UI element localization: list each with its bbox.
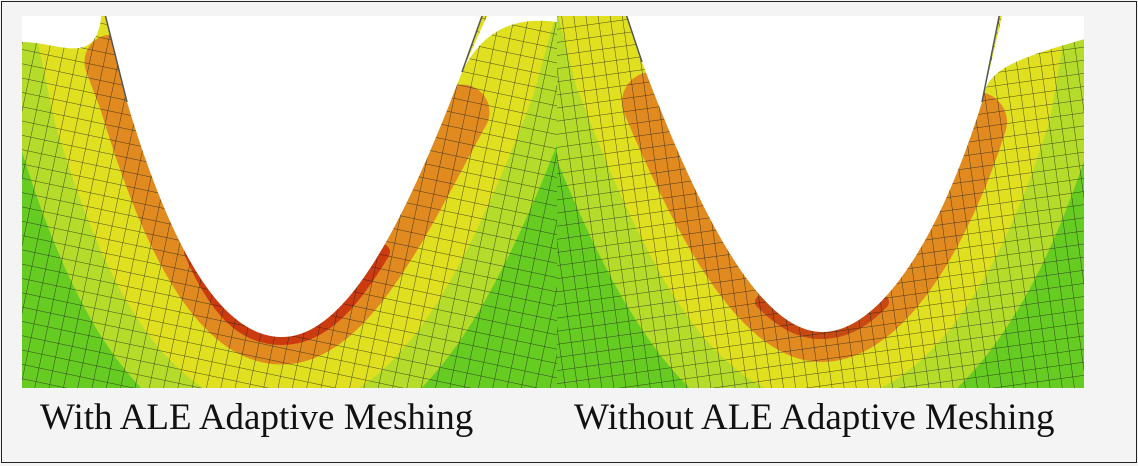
right-mesh-image — [557, 2, 1094, 388]
caption-right: Without ALE Adaptive Meshing — [574, 396, 1055, 439]
left-mesh-image — [22, 2, 557, 388]
caption-left: With ALE Adaptive Meshing — [40, 396, 473, 439]
slide: With ALE Adaptive Meshing Without ALE Ad… — [1, 1, 1137, 463]
